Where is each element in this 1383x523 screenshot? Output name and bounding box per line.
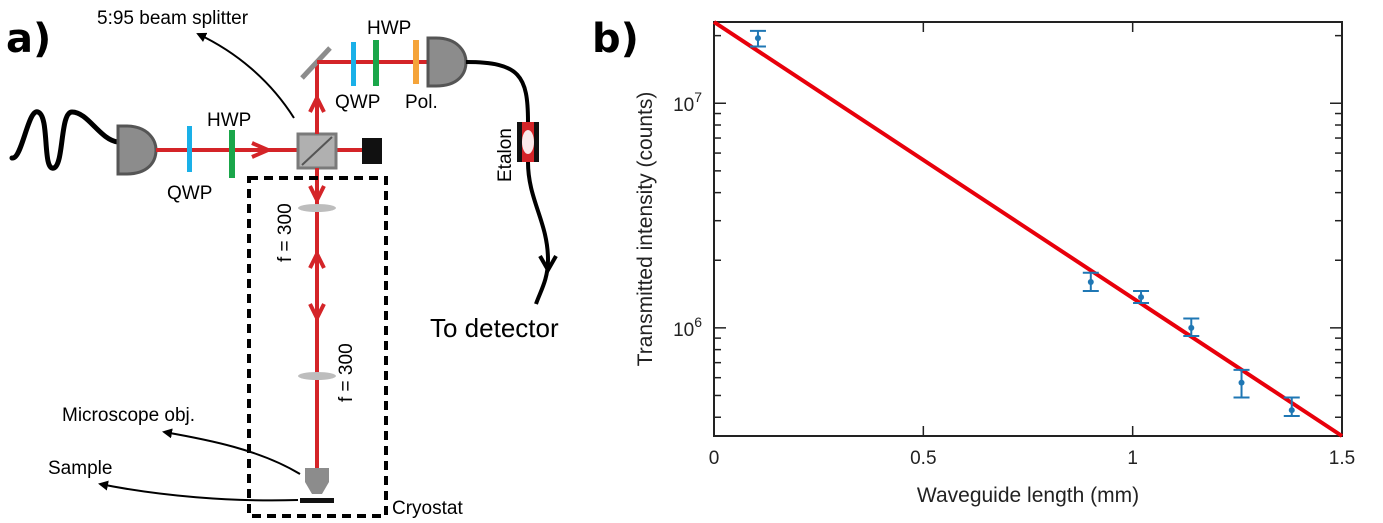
data-point: [1188, 324, 1195, 331]
panel-a: a) HWP QWP HWP QWP Pol.: [6, 8, 559, 519]
beam-arrow-down-1-icon: [308, 185, 326, 205]
qwp-output-label: QWP: [335, 92, 380, 113]
etalon-label: Etalon: [495, 128, 516, 182]
x-tick-label: 0.5: [910, 448, 936, 469]
lens-lower-label: f = 300: [336, 343, 357, 402]
chart-intensity-vs-length: 0 0.5 1 1.5 107 106 Waveguide length (mm) Trans…: [634, 20, 1355, 507]
panel-b-letter: b): [592, 16, 639, 62]
beam-arrow-up-icon: [308, 93, 326, 113]
beam-arrow-input-icon: [251, 141, 273, 159]
microscope-label: Microscope obj.: [62, 405, 195, 426]
hwp-output-label: HWP: [367, 18, 411, 39]
polarizer-icon: [413, 40, 419, 84]
hwp-input-label: HWP: [207, 110, 251, 131]
hwp-input-icon: [229, 130, 235, 178]
data-point: [1087, 279, 1094, 286]
cryostat-label: Cryostat: [392, 498, 463, 519]
polarizer-label: Pol.: [405, 92, 438, 113]
sample-icon: [300, 498, 334, 503]
microscope-pointer: [162, 428, 301, 475]
fit-line: [712, 20, 1344, 438]
x-tick-label: 1: [1127, 448, 1138, 469]
beam-splitter-label: 5:95 beam splitter: [97, 8, 249, 29]
input-collimator-icon: [116, 124, 158, 176]
input-fiber: [9, 109, 121, 171]
qwp-output-icon: [351, 42, 356, 86]
lens-upper-label: f = 300: [275, 203, 296, 262]
beam-arrow-up-2-icon: [308, 249, 326, 269]
beam-arrow-down-2-icon: [308, 303, 326, 323]
to-detector-label: To detector: [430, 313, 559, 343]
qwp-input-icon: [187, 126, 192, 172]
sample-label: Sample: [48, 458, 112, 479]
data-point: [754, 35, 761, 42]
hwp-output-icon: [373, 40, 379, 86]
x-tick-label: 0: [709, 448, 720, 469]
x-axis-label: Waveguide length (mm): [917, 484, 1139, 507]
sample-pointer: [98, 480, 299, 502]
y-tick-label: 106: [673, 314, 702, 341]
beam-splitter-pointer: [196, 32, 295, 119]
panel-a-letter: a): [6, 16, 51, 62]
output-collimator-icon: [426, 36, 468, 88]
output-fiber-end-icon: [538, 255, 558, 275]
y-tick-label: 107: [673, 89, 702, 116]
y-axis-label: Transmitted intensity (counts): [634, 92, 657, 367]
microscope-objective-icon: [305, 468, 329, 494]
data-point: [1138, 294, 1145, 301]
etalon-icon: [517, 122, 539, 162]
lens-upper-icon: [298, 204, 336, 212]
data-point: [1238, 379, 1245, 386]
beam-dump-icon: [362, 138, 382, 164]
panel-b: b) 0 0.5 1 1.5 107 106 Waveguide length (mm) Tr…: [592, 16, 1355, 507]
x-tick-label: 1.5: [1329, 448, 1355, 469]
plot-frame: [713, 21, 1343, 437]
output-fiber: [465, 60, 551, 305]
qwp-input-label: QWP: [167, 183, 212, 204]
lens-lower-icon: [298, 372, 336, 380]
mirror-icon: [300, 46, 332, 80]
beam-splitter-icon: [296, 132, 338, 170]
cryostat-box: [247, 176, 388, 518]
data-point: [1288, 407, 1295, 414]
